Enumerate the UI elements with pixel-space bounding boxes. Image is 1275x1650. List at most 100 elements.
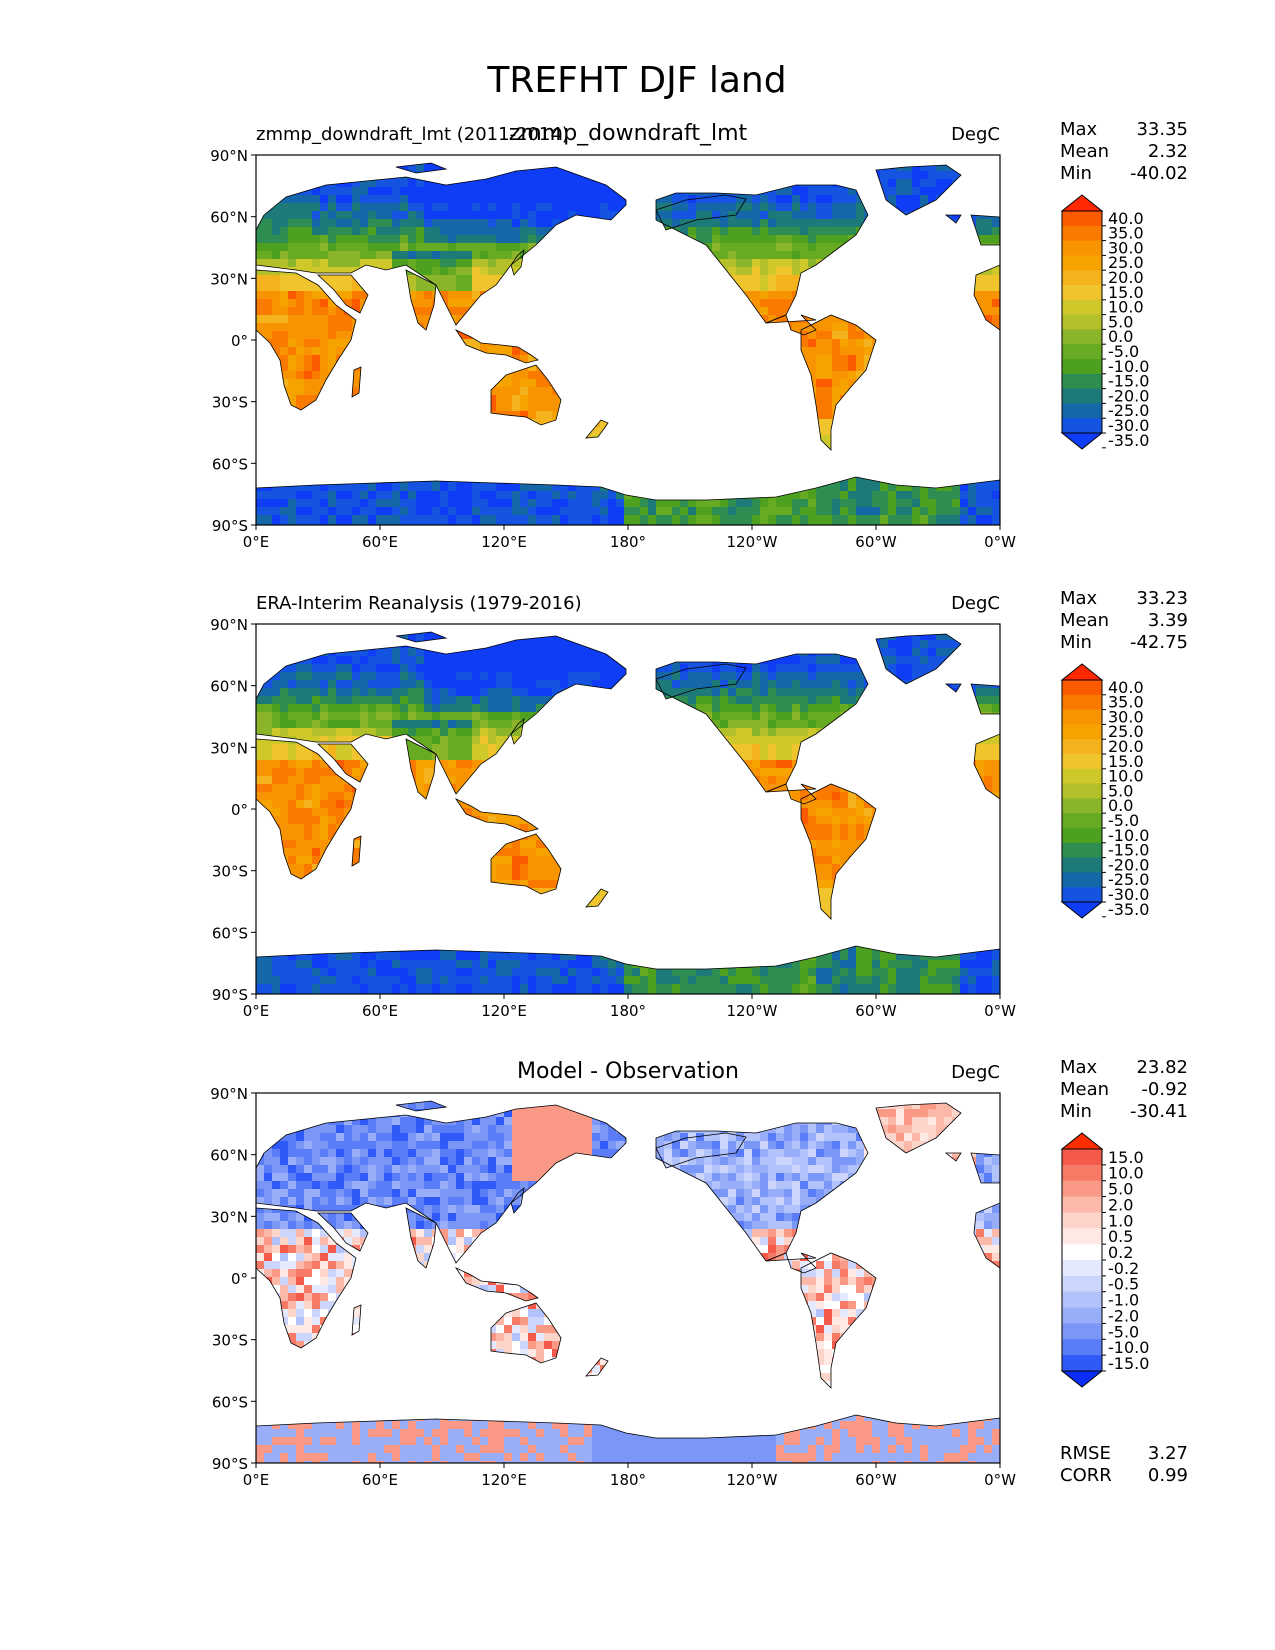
land-europe-east-coast xyxy=(970,683,1000,715)
colorbar-swatch xyxy=(1062,388,1102,404)
colorbar-tick-label: -35.0 xyxy=(1108,431,1149,450)
land-india-coast xyxy=(405,269,437,331)
colorbar-swatch xyxy=(1062,1212,1102,1229)
colorbar-tick-label: -15.0 xyxy=(1108,372,1149,391)
stat-label-max: Max xyxy=(1060,119,1098,140)
panel-model: zmmp_downdraft_lmt (2011-2014) zmmp_down… xyxy=(210,119,1188,551)
colorbar-extend-min xyxy=(1060,432,1104,450)
lon-tick-label: 60°W xyxy=(855,1002,897,1020)
land-north-america-coast xyxy=(655,653,869,793)
colorbar-swatch xyxy=(1062,857,1102,873)
colorbar-tick-label: -25.0 xyxy=(1108,870,1149,889)
stats-block: Max 23.82 Mean -0.92 Min -30.41 xyxy=(1060,1057,1188,1122)
lon-tick-label: 0°W xyxy=(984,533,1016,551)
land-sea-islands-coast xyxy=(454,798,539,833)
lat-tick-label: 0° xyxy=(231,801,248,819)
colorbar-tick-label: 1.0 xyxy=(1108,1211,1133,1230)
lon-tick-label: 0°E xyxy=(243,533,270,551)
colorbar: 15.010.05.02.01.00.50.2-0.2-0.5-1.0-2.0-… xyxy=(1060,1132,1149,1388)
colorbar-swatch xyxy=(1062,872,1102,888)
colorbar-swatch xyxy=(1062,1275,1102,1293)
stat-value-corr: 0.99 xyxy=(1148,1465,1188,1486)
colorbar-tick-label: -20.0 xyxy=(1108,386,1149,405)
land-south-america-coast xyxy=(800,783,877,920)
stat-label-min: Min xyxy=(1060,163,1092,184)
colorbar-swatch xyxy=(1062,240,1102,256)
colorbar-swatch xyxy=(1062,694,1102,710)
land-antarctica-coast xyxy=(256,945,1000,994)
lon-tick-label: 60°E xyxy=(362,1471,398,1489)
colorbar-tick-label: 0.0 xyxy=(1108,796,1133,815)
lat-tick-label: 90°S xyxy=(212,986,248,1004)
panel-difference: Model - Observation DegC 90°N 60°N 30°N 0° 3… xyxy=(210,1057,1188,1489)
lon-tick-label: 60°W xyxy=(855,533,897,551)
colorbar-tick-label: 25.0 xyxy=(1108,722,1144,741)
stat-label-corr: CORR xyxy=(1060,1465,1112,1486)
colorbar-swatch xyxy=(1062,1260,1102,1277)
colorbar-swatch xyxy=(1062,724,1102,740)
colorbar-tick-label: 15.0 xyxy=(1108,1148,1144,1167)
land-australia-coast xyxy=(490,833,562,895)
map-axes: 90°N 60°N 30°N 0° 30°S 60°S 90°S0°E 60°E 120°E 18… xyxy=(210,1085,1016,1489)
land-africa-east-coast xyxy=(973,1202,1000,1269)
colorbar-swatch xyxy=(1062,1339,1102,1356)
stat-label-mean: Mean xyxy=(1060,141,1109,162)
colorbar-swatch xyxy=(1062,813,1102,829)
land-arctic-islands-coast xyxy=(395,1100,448,1112)
colorbar-swatch xyxy=(1062,314,1102,330)
colorbar-tick-label: 5.0 xyxy=(1108,1180,1133,1199)
land-africa-coast xyxy=(256,269,357,411)
colorbar-tick-label: -5.0 xyxy=(1108,1322,1139,1341)
stat-label-rmse: RMSE xyxy=(1060,1443,1111,1464)
land-arabia-coast xyxy=(316,274,369,314)
colorbar-tick-label: 10.0 xyxy=(1108,1164,1144,1183)
colorbar-swatch xyxy=(1062,1244,1102,1261)
stat-value-rmse: 3.27 xyxy=(1148,1443,1188,1464)
land-africa-east-coast xyxy=(973,264,1000,331)
colorbar-swatch xyxy=(1062,754,1102,770)
land-australia-coast xyxy=(490,364,562,426)
colorbar-swatch xyxy=(1062,680,1102,696)
colorbar-tick-label: -25.0 xyxy=(1108,401,1149,420)
colorbar-swatch xyxy=(1062,418,1102,434)
colorbar-tick-label: -0.5 xyxy=(1108,1275,1139,1294)
colorbar: 40.035.030.025.020.015.010.05.00.0-5.0-1… xyxy=(1060,663,1149,919)
colorbar-tick-label: 35.0 xyxy=(1108,224,1144,243)
colorbar-tick-label: 0.0 xyxy=(1108,327,1133,346)
lon-tick-label: 120°W xyxy=(727,1002,778,1020)
colorbar-tick-label: 0.2 xyxy=(1108,1243,1133,1262)
lat-tick-label: 30°S xyxy=(212,863,248,881)
lon-tick-label: 0°E xyxy=(243,1471,270,1489)
land-greenland-coast xyxy=(875,1102,962,1154)
land-iceland-coast xyxy=(944,214,962,224)
land-japan-coast xyxy=(510,717,525,745)
colorbar-swatch xyxy=(1062,783,1102,799)
colorbar-tick-label: -20.0 xyxy=(1108,855,1149,874)
colorbar-swatch xyxy=(1062,1307,1102,1324)
colorbar-tick-label: 30.0 xyxy=(1108,238,1144,257)
lon-tick-label: 120°W xyxy=(727,1471,778,1489)
land-madagascar-coast xyxy=(351,1304,362,1336)
stat-value-max: 33.35 xyxy=(1136,119,1188,140)
colorbar-outline xyxy=(1061,210,1103,434)
colorbar-swatch xyxy=(1062,359,1102,375)
colorbar-extend-min xyxy=(1060,901,1104,919)
colorbar-swatch xyxy=(1062,1149,1102,1166)
lon-tick-label: 180° xyxy=(610,533,646,551)
lat-tick-label: 60°N xyxy=(210,209,248,227)
land-africa-coast xyxy=(256,738,357,880)
colorbar-tick-label: 25.0 xyxy=(1108,253,1144,272)
land-africa-coast xyxy=(256,1207,357,1349)
land-iceland-coast xyxy=(944,1152,962,1162)
land-new-zealand-coast xyxy=(585,419,609,439)
land-alaska-coast xyxy=(655,663,747,700)
lat-tick-label: 60°N xyxy=(210,678,248,696)
colorbar-tick-label: 5.0 xyxy=(1108,781,1133,800)
land-arctic-islands-coast xyxy=(395,162,448,174)
lat-tick-label: 30°N xyxy=(210,1208,248,1226)
panel-units: DegC xyxy=(951,593,1000,614)
colorbar-tick-label: -5.0 xyxy=(1108,811,1139,830)
land-arctic-islands-coast xyxy=(395,631,448,643)
lon-tick-label: 0°W xyxy=(984,1002,1016,1020)
